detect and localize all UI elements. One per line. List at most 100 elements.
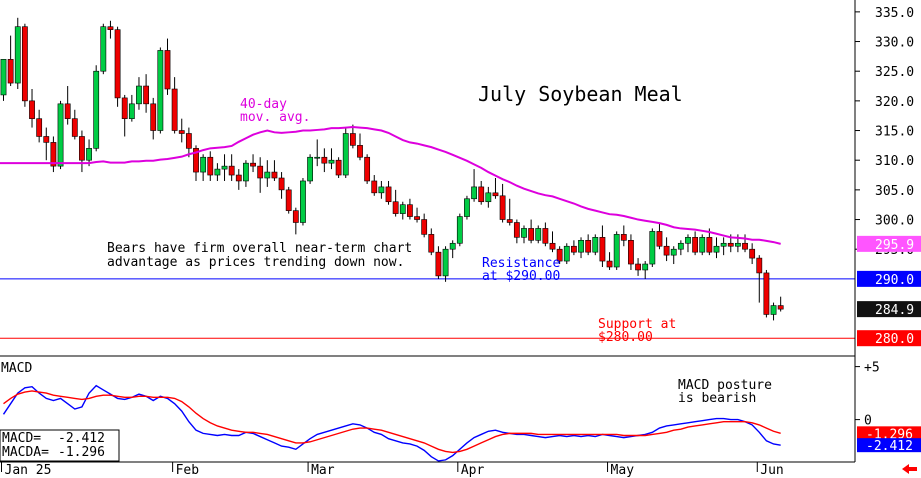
candle-body-down [278,177,285,191]
candle [499,183,506,223]
candle-body-down [492,192,499,197]
candle-body-up [685,237,691,244]
candle [620,225,627,247]
candle [157,47,164,134]
candle [257,157,264,193]
candle-body-down [285,189,292,211]
candle [399,201,406,220]
candle-body-down [407,204,413,217]
candle [292,207,299,235]
candle-body-up [442,248,449,277]
support-label-line2: $280.00 [598,330,653,345]
candle-body-up [399,204,406,214]
candle [456,213,463,247]
candle-body-down [143,85,149,105]
candle-body-up [0,59,7,96]
candle-body-up [243,162,249,182]
candle-body-down [228,165,235,176]
candle [585,234,592,256]
price-tick-label: 305.0 [875,184,914,199]
candle [713,237,720,259]
candle [71,109,78,140]
candle [250,154,256,173]
candle-body-up [264,171,271,179]
price-tick-label: 300.0 [875,214,914,229]
candle-body-up [214,168,221,176]
candle [506,198,513,226]
candle-body-down [656,231,663,247]
candle [193,145,199,181]
candle-body-down [193,148,199,173]
candle [243,160,249,187]
macd-annotation-line2: is bearish [678,391,756,406]
candle [121,94,128,137]
candle [235,169,242,190]
month-label: Feb [176,463,200,478]
candle-body-down [121,97,128,119]
candle [613,231,620,270]
candle-body-up [314,156,321,159]
candle [663,237,670,262]
resistance-label-line2: at $290.00 [482,269,560,284]
candle [692,231,699,256]
candle-body-down [756,257,763,274]
candle-body-down [692,237,699,253]
month-label: Mar [311,463,335,478]
candle-body-up [93,70,100,149]
candle [128,94,135,122]
candle-body-down [499,195,506,220]
candle-body-down [178,130,185,134]
candle-body-down [570,245,577,253]
candle [264,160,271,187]
candle-body-down [727,242,734,247]
candle [392,189,399,217]
candle [143,74,149,113]
price-badge-label: 284.9 [875,303,914,318]
candle-body-down [385,186,392,203]
candle-body-down [185,133,192,149]
candle-body-up [770,305,777,315]
macd-tick-label: 0 [864,414,872,429]
candle-body-down [478,186,485,203]
candle [357,133,363,161]
price-tick-label: 310.0 [875,154,914,169]
candle-body-down [257,165,264,179]
left-arrow-icon[interactable] [902,464,917,474]
month-label: May [611,463,635,478]
candle [578,237,584,259]
price-tick-label: 335.0 [875,6,914,21]
candle [649,228,656,267]
candle-body-down [663,245,670,256]
chart-title: July Soybean Meal [478,82,683,106]
candle [699,234,706,256]
candle-body-down [620,234,627,241]
candle [321,148,328,173]
candle-body-up [157,50,164,131]
candle-body-up [307,156,313,182]
candle-body-down [292,210,299,223]
month-labels: Jan 25 Feb Mar Apr May Jun [1,462,784,478]
candle [136,77,142,110]
candle-body-down [742,242,748,250]
macd-annotation-line1: MACD posture [678,378,772,393]
candle-body-up [592,237,599,253]
candle [64,86,71,125]
candle-body-down [43,136,50,143]
candle-body-up [136,85,142,105]
candle [563,243,570,265]
price-horizontal-lines [0,278,855,339]
candle [770,302,777,321]
candle [535,225,542,244]
candle-body-down [207,156,214,176]
macda-line [3,390,781,454]
candle [464,195,470,220]
candle-body-down [21,26,28,102]
candle-body-up [378,186,385,194]
candle [300,178,306,226]
candle-body-down [706,237,713,253]
month-label: Apr [461,463,485,478]
price-tick-label: 325.0 [875,65,914,80]
candle [542,222,549,247]
candle [349,124,356,149]
